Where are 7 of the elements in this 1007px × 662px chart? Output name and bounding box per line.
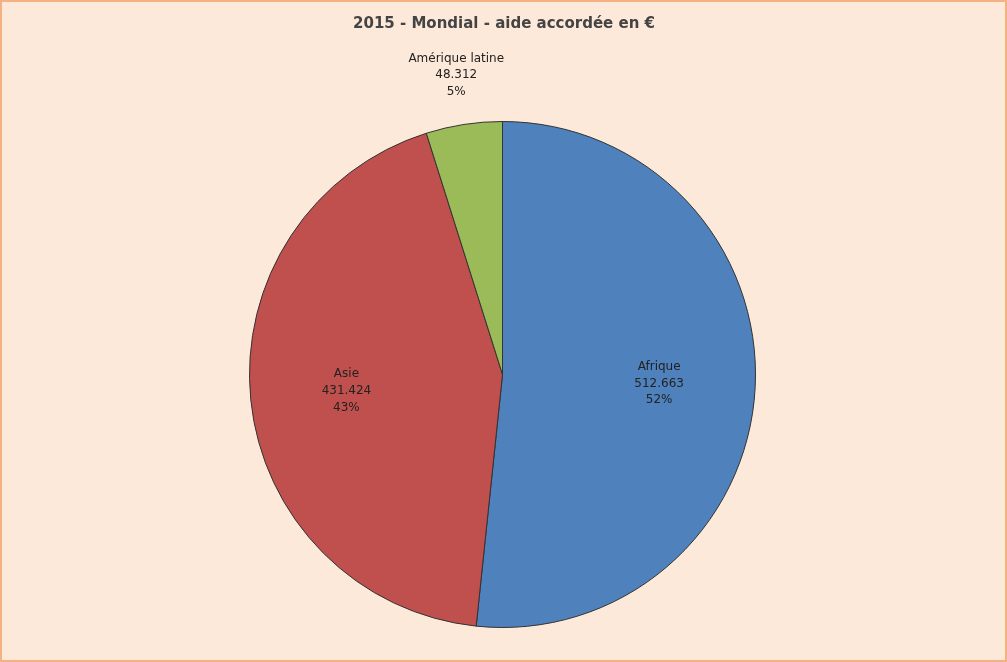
- data-label: 48.312 5%: [435, 67, 478, 99]
- slice-label: Afrique: [637, 358, 681, 373]
- slice-label: Amérique latine: [408, 50, 505, 65]
- data-label: 431.424 43%: [321, 383, 372, 415]
- data-label: 512.663 52%: [634, 375, 684, 407]
- slice-label: Asie: [333, 366, 360, 381]
- chart-title: 2015 - Mondial - aide accordée en €: [353, 13, 655, 32]
